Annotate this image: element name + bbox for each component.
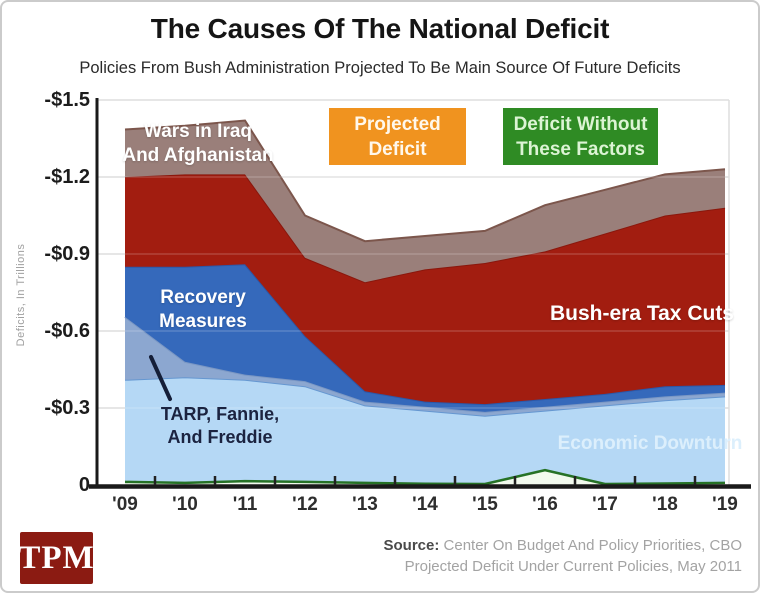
area-wars-in-iraq-and-afghanistan [125, 120, 725, 283]
legend-deficit-without-factors: Deficit Without These Factors [503, 108, 658, 165]
area-label-tarp: TARP, Fannie, And Freddie [130, 403, 310, 449]
area-label-wars-line1: Wars in Iraq [143, 121, 253, 142]
source-attribution: Source: Center On Budget And Policy Prio… [383, 535, 742, 577]
area-label-recovery-measures: Recovery Measures [123, 286, 283, 334]
y-axis-tick-label: -$0.3 [44, 397, 90, 419]
x-axis-tick-label: '19 [712, 494, 738, 515]
y-axis-tick-label: -$1.5 [44, 89, 90, 111]
y-axis-tick-label: -$1.2 [44, 166, 90, 188]
area-label-tarp-line1: TARP, Fannie, [160, 404, 280, 424]
legend-projected-deficit-label-line1: Projected [354, 113, 441, 135]
area-label-economic-downturn: Economic Downturn [557, 433, 743, 454]
x-axis-tick-label: '14 [412, 494, 438, 515]
x-axis-tick-label: '15 [472, 494, 498, 515]
page-title: The Causes Of The National Deficit [150, 13, 610, 44]
x-axis-tick-label: '13 [352, 494, 378, 515]
source-text-line1: Center On Budget And Policy Priorities, … [443, 537, 742, 554]
area-label-recovery-line2: Measures [159, 311, 247, 332]
y-axis-tick-label: -$0.9 [44, 243, 90, 265]
legend-deficit-without-label-line2: These Factors [516, 138, 645, 160]
tpm-logo: TPM [18, 532, 94, 584]
line-deficit-without-these-factors [124, 468, 726, 486]
y-axis-title: Deficits, In Trillions [15, 243, 27, 347]
y-axis-tick-label: 0 [78, 474, 90, 496]
area-economic-downturn [125, 377, 725, 485]
x-axis-tick-label: '09 [112, 494, 138, 515]
legend-deficit-without-label-line1: Deficit Without [513, 113, 648, 135]
x-axis-tick-label: '17 [592, 494, 618, 515]
x-axis-tick-label: '18 [652, 494, 678, 515]
area-label-bush-era-tax-cuts: Bush-era Tax Cuts [550, 302, 734, 325]
x-axis-tick-label: '12 [292, 494, 318, 515]
source-text-line2: Projected Deficit Under Current Policies… [404, 558, 742, 575]
area-label-tarp-line2: And Freddie [167, 427, 273, 447]
y-axis-tick-label: -$0.6 [44, 320, 90, 342]
legend-projected-deficit-label-line2: Deficit [368, 138, 427, 160]
area-label-recovery-line1: Recovery [160, 287, 246, 308]
source-line1: Source: Center On Budget And Policy Prio… [383, 535, 742, 556]
source-label: Source: [383, 537, 440, 554]
page-subtitle: Policies From Bush Administration Projec… [79, 59, 681, 77]
area-bush-era-tax-cuts [125, 174, 725, 405]
x-axis-tick-label: '10 [172, 494, 198, 515]
x-axis-tick-label: '16 [532, 494, 558, 515]
x-axis-tick-label: '11 [232, 494, 258, 515]
area-edge-wars-in-iraq-and-afghanistan [124, 119, 726, 243]
legend-projected-deficit: Projected Deficit [329, 108, 466, 165]
area-label-wars: Wars in Iraq And Afghanistan [108, 120, 288, 168]
area-label-wars-line2: And Afghanistan [122, 145, 274, 166]
tarp-callout-line [149, 355, 172, 401]
